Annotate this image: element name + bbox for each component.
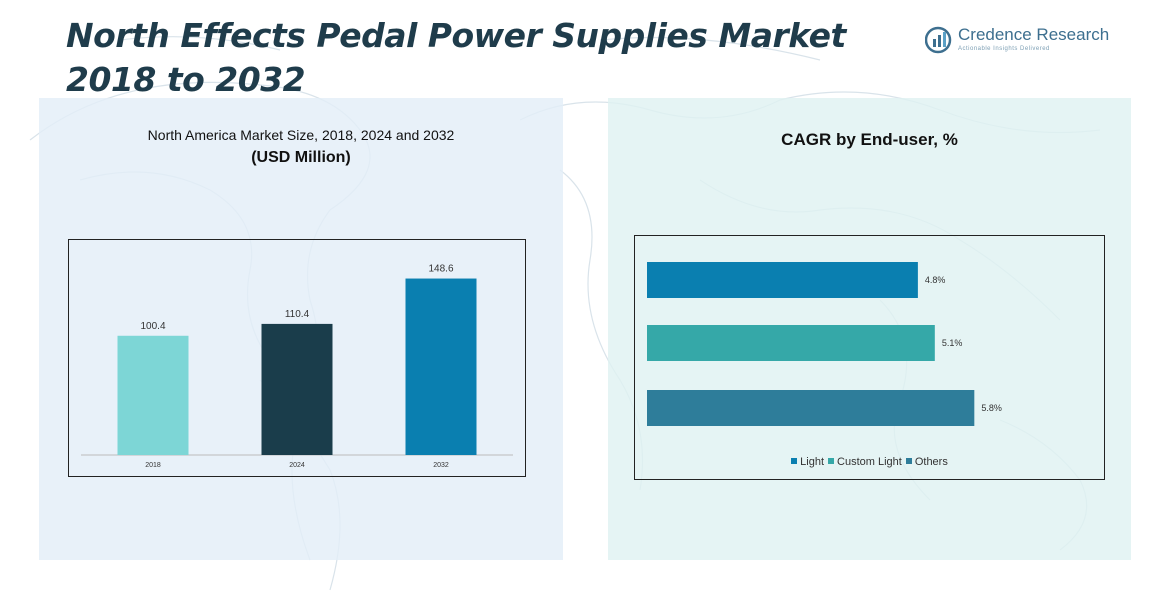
legend-item: Light (791, 456, 824, 468)
cagr-chart-frame: 4.8% 5.1% 5.8% Light Custom Light Others (634, 235, 1105, 480)
bar-value-label: 110.4 (285, 309, 310, 320)
logo-mark-icon (925, 26, 952, 54)
brand-logo: Credence Research Actionable Insights De… (925, 24, 1115, 60)
bar-2024 (261, 323, 333, 455)
logo-tagline: Actionable Insights Delivered (958, 46, 1050, 52)
hbar-value-label: 5.8% (981, 403, 1002, 413)
hbar-value-label: 5.1% (942, 338, 963, 348)
cagr-panel: CAGR by End-user, % 4.8% 5.1% 5.8% Light Cu… (608, 98, 1131, 560)
cagr-horizontal-bar-chart: 4.8% 5.1% 5.8% (647, 262, 1002, 426)
legend-label: Others (914, 456, 948, 468)
bar-2032 (405, 278, 477, 455)
x-tick-label: 2032 (433, 462, 449, 469)
hbar-others (647, 390, 975, 426)
hbar-light (647, 262, 918, 298)
market-size-subtitle: North America Market Size, 2018, 2024 an… (147, 127, 455, 143)
page-title: North Effects Pedal Power Supplies Marke… (66, 16, 846, 99)
market-size-unit: (USD Million) (251, 149, 351, 166)
legend-label: Custom Light (837, 456, 902, 468)
cagr-legend: Light Custom Light Others (635, 456, 1104, 468)
hbar-custom-light (647, 325, 935, 361)
x-tick-label: 2018 (145, 462, 161, 469)
legend-swatch (905, 458, 912, 464)
x-tick-label: 2024 (289, 462, 305, 469)
cagr-subtitle: CAGR by End-user, % (781, 130, 958, 149)
logo-name: Credence Research (958, 25, 1110, 44)
hbar-value-label: 4.8% (925, 275, 946, 285)
legend-swatch (828, 458, 835, 464)
market-size-bar-chart: 100.4 2018 110.4 2024 148.6 2032 (81, 264, 513, 469)
legend-item: Others (905, 456, 948, 468)
bar-value-label: 148.6 (428, 264, 453, 275)
legend-label: Light (800, 456, 825, 468)
legend-item: Custom Light (828, 456, 902, 468)
bar-value-label: 100.4 (140, 321, 165, 332)
legend-swatch (791, 458, 798, 464)
market-size-panel: North America Market Size, 2018, 2024 an… (39, 98, 563, 560)
market-size-chart-frame: 100.4 2018 110.4 2024 148.6 2032 (68, 239, 526, 477)
bar-2018 (117, 335, 189, 455)
